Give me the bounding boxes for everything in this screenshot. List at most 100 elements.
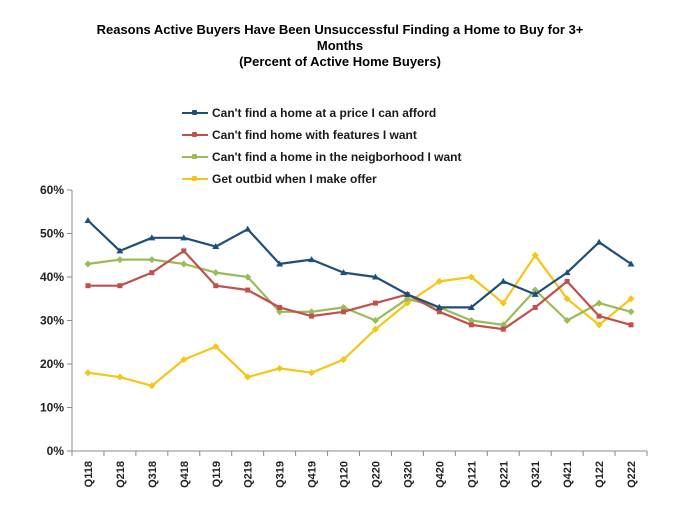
- legend-marker: [192, 176, 197, 181]
- series-line: [87, 219, 632, 309]
- legend-marker: [192, 110, 197, 115]
- y-tick-label: 50%: [40, 227, 64, 241]
- data-point: [563, 269, 571, 276]
- data-point: [467, 303, 475, 310]
- series-line: [87, 254, 632, 387]
- chart-subtitle: (Percent of Active Home Buyers): [239, 54, 441, 69]
- data-point: [595, 238, 603, 245]
- data-point: [277, 304, 283, 310]
- data-point: [435, 303, 443, 310]
- data-point: [564, 278, 570, 284]
- legend-item: Can't find a home in the neigborhood I w…: [182, 146, 462, 168]
- data-point: [371, 317, 379, 324]
- data-point: [596, 313, 602, 319]
- data-point: [244, 273, 252, 281]
- x-tick-label: Q321: [530, 461, 542, 488]
- data-point: [244, 373, 252, 381]
- data-point: [212, 243, 220, 250]
- data-point: [213, 283, 219, 289]
- data-point: [340, 356, 348, 364]
- data-point: [180, 260, 188, 268]
- legend-label: Can't find a home in the neigborhood I w…: [212, 150, 462, 164]
- data-point: [627, 308, 635, 316]
- legend-item: Get outbid when I make offer: [182, 168, 462, 190]
- data-point: [628, 322, 634, 328]
- data-point: [372, 300, 378, 306]
- legend-item: Can't find a home at a price I can affor…: [182, 102, 462, 124]
- data-point: [117, 283, 123, 289]
- data-point: [149, 270, 155, 276]
- y-tick-label: 60%: [40, 183, 64, 197]
- data-point: [116, 256, 124, 264]
- data-point: [468, 322, 474, 328]
- data-point: [371, 273, 379, 280]
- data-point: [148, 234, 156, 241]
- data-point: [403, 290, 411, 297]
- data-point: [563, 317, 571, 324]
- data-point: [84, 260, 92, 268]
- data-point: [499, 277, 507, 284]
- data-point: [180, 234, 188, 241]
- data-point: [500, 326, 506, 332]
- x-tick-label: Q318: [147, 461, 159, 488]
- data-point: [467, 317, 475, 324]
- x-tick-label: Q219: [243, 461, 255, 488]
- x-tick-label: Q118: [83, 461, 95, 487]
- x-tick-label: Q119: [211, 461, 223, 487]
- x-tick-label: Q218: [115, 461, 127, 488]
- data-point: [563, 295, 571, 303]
- data-point: [245, 287, 251, 293]
- data-point: [116, 373, 124, 381]
- chart-title-line: Reasons Active Buyers Have Been Unsucces…: [96, 22, 584, 37]
- x-tick-label: Q221: [498, 461, 510, 488]
- x-tick-label: Q418: [179, 461, 191, 488]
- data-point: [435, 277, 443, 285]
- x-tick-label: Q319: [275, 461, 287, 488]
- y-tick-label: 0%: [47, 444, 65, 458]
- data-point: [148, 382, 156, 390]
- data-point: [595, 299, 603, 307]
- data-point: [467, 273, 475, 281]
- chart-title: Reasons Active Buyers Have Been Unsucces…: [40, 22, 640, 70]
- chart-title-line: Months: [316, 38, 364, 53]
- data-point: [340, 269, 348, 276]
- data-point: [531, 290, 539, 297]
- data-point: [276, 308, 284, 316]
- data-point: [499, 299, 507, 307]
- data-point: [341, 309, 347, 315]
- data-point: [181, 248, 187, 254]
- data-point: [244, 225, 252, 232]
- data-point: [212, 269, 220, 277]
- data-point: [340, 303, 348, 311]
- data-point: [532, 304, 538, 310]
- data-point: [436, 309, 442, 315]
- y-tick-label: 30%: [40, 314, 64, 328]
- legend-label: Can't find home with features I want: [212, 128, 417, 142]
- data-point: [148, 256, 156, 264]
- data-point: [403, 295, 411, 303]
- data-point: [499, 321, 507, 329]
- x-tick-label: Q419: [307, 461, 319, 488]
- legend-item: Can't find home with features I want: [182, 124, 462, 146]
- data-point: [308, 369, 316, 377]
- legend-marker: [192, 132, 197, 137]
- data-point: [308, 256, 316, 263]
- data-point: [276, 364, 284, 372]
- data-point: [371, 325, 379, 333]
- x-tick-label: Q220: [370, 461, 382, 488]
- x-tick-label: Q222: [626, 461, 638, 488]
- y-tick-label: 20%: [40, 357, 64, 371]
- data-point: [212, 343, 220, 351]
- legend-marker: [192, 154, 197, 159]
- x-tick-label: Q420: [434, 461, 446, 488]
- data-point: [531, 286, 539, 294]
- legend: Can't find a home at a price I can affor…: [182, 102, 462, 190]
- data-point: [85, 283, 91, 289]
- data-point: [84, 369, 92, 377]
- y-tick-label: 40%: [40, 270, 64, 284]
- y-tick-label: 10%: [40, 401, 64, 415]
- x-tick-label: Q121: [466, 461, 478, 488]
- data-point: [403, 299, 411, 307]
- x-tick-label: Q120: [339, 461, 351, 488]
